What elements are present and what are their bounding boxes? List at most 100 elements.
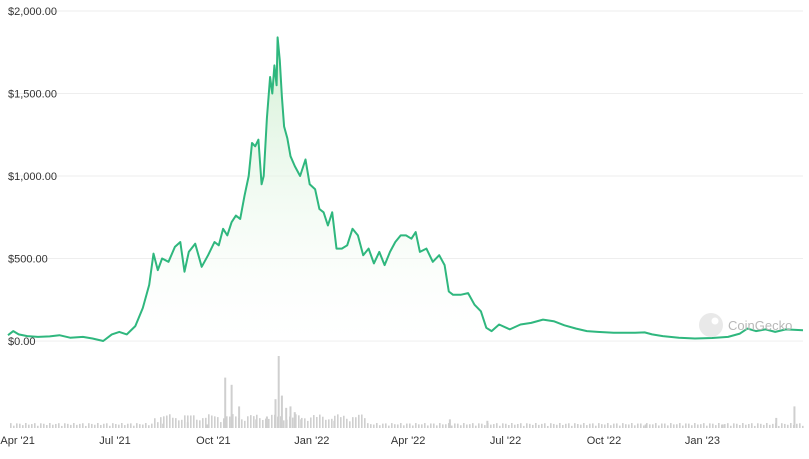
volume-bar [184,415,186,428]
volume-bar [460,425,462,428]
volume-bar [478,423,480,428]
volume-bar [295,414,297,428]
volume-bar [748,423,750,428]
volume-bar [697,424,699,428]
volume-bar [325,419,327,428]
volume-bar [538,424,540,428]
volume-bar [322,416,324,428]
volume-bar [514,424,516,428]
volume-bar [718,423,720,428]
volume-bar [469,424,471,428]
volume-bar [499,425,501,428]
volume-bar [727,423,729,428]
volume-bar [652,424,654,428]
volume-bar [391,423,393,428]
price-line [7,36,804,342]
volume-bar [193,415,195,428]
volume-bar [85,425,87,428]
volume-bar [58,423,60,428]
volume-bar [343,415,345,428]
volume-bar [220,422,222,428]
volume-bar [664,423,666,428]
volume-bar [100,424,102,428]
volume-bar [715,425,717,428]
volume-bar [64,423,66,428]
volume-bar [772,423,774,428]
volume-bar [496,423,498,428]
volume-bar [121,423,123,428]
volume-bar [739,425,741,428]
volume-bar [535,423,537,428]
volume-bar [280,416,282,428]
volume-bar [136,423,138,428]
volume-spike [206,424,209,428]
volume-bar [103,423,105,428]
volume-bar [625,424,627,428]
volume-bar [673,424,675,428]
volume-spike [644,424,647,428]
volume-bar [706,425,708,428]
coingecko-logo-icon [699,313,723,337]
volume-bar [694,423,696,428]
volume-bar [511,423,513,428]
volume-bar [619,425,621,428]
x-axis-ticks: Apr '21 Jul '21 Oct '21 Jan '22 Apr '22 Jul '… [0,435,720,447]
volume-bar [10,423,12,428]
volume-bar [379,425,381,428]
volume-bar [613,423,615,428]
volume-spike [793,406,796,428]
volume-bar [265,418,267,428]
volume-bar [580,424,582,428]
volume-bar [115,424,117,428]
volume-bar [226,416,228,428]
volume-bar [244,420,246,428]
y-tick-label: $2,000.00 [8,6,57,18]
volume-bar [232,414,234,428]
volume-spike [333,420,336,428]
coingecko-watermark: CoinGecko [699,313,792,337]
volume-bar [583,423,585,428]
volume-bar [118,424,120,428]
volume-spike [238,406,241,428]
volume-bar [700,424,702,428]
volume-bar [40,423,42,428]
volume-spike [224,377,227,428]
volume-bar [550,423,552,428]
volume-bar [412,425,414,428]
volume-bar [211,415,213,428]
volume-bar [463,423,465,428]
volume-bar [631,423,633,428]
x-tick-label: Oct '21 [196,435,231,447]
volume-bar [430,423,432,428]
volume-bar [196,419,198,428]
volume-bar [352,417,354,428]
volume-bar [142,424,144,428]
price-area [8,37,803,342]
price-area-fill [8,37,803,342]
volume-bar [466,424,468,428]
volume-bar [751,423,753,428]
volume-bar [685,423,687,428]
volume-bar [520,423,522,428]
volume-bar [757,423,759,428]
volume-bar [733,423,735,428]
volume-bar [595,425,597,428]
volume-bar [439,423,441,428]
volume-bar [577,424,579,428]
volume-bar [505,423,507,428]
volume-bar [88,423,90,428]
volume-bar [787,424,789,428]
volume-bar [610,425,612,428]
volume-bar [778,425,780,428]
volume-bar [736,423,738,428]
volume-bar [451,425,453,428]
volume-bar [376,423,378,428]
price-line-group [7,36,804,342]
volume-spike [300,419,303,428]
volume-bar [385,423,387,428]
volume-bar [457,423,459,428]
x-tick-label: Jul '21 [99,435,130,447]
volume-spike [255,419,258,428]
volume-bar [688,423,690,428]
volume-bar [109,425,111,428]
